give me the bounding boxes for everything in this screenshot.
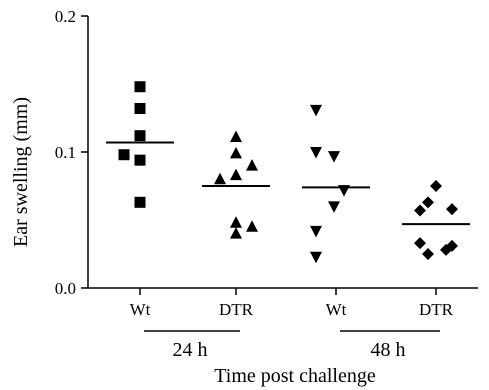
data-point-triangle-up: [230, 130, 242, 143]
data-point-triangle-up: [214, 172, 226, 185]
mean-lines: [106, 141, 470, 226]
data-point-square: [134, 154, 146, 166]
data-point-triangle-up: [246, 159, 258, 171]
data-point-square: [134, 130, 146, 142]
y-axis-label: Ear swelling (mm): [10, 97, 32, 247]
data-point-triangle-down: [310, 147, 322, 159]
data-point-square: [134, 81, 146, 93]
time-group-label: 24 h: [173, 339, 208, 361]
data-point-diamond: [414, 237, 426, 250]
data-point-triangle-down: [328, 151, 340, 163]
data-point-triangle-up: [230, 216, 242, 228]
data-point-triangle-down: [310, 104, 322, 117]
data-point-diamond: [422, 196, 434, 209]
x-tick-label: Wt: [326, 300, 347, 319]
data-point-square: [134, 102, 146, 114]
data-point-diamond: [430, 180, 442, 192]
y-tick-label: 0.1: [55, 143, 76, 162]
data-point-triangle-up: [230, 168, 242, 181]
x-axis-label: Time post challenge: [214, 365, 376, 387]
data-point-square: [134, 196, 146, 208]
data-point-triangle-down: [310, 251, 322, 264]
y-tick-label: 0.2: [55, 7, 76, 26]
y-ticks: 0.0 0.1 0.2: [55, 7, 88, 298]
x-tick-label: DTR: [219, 300, 254, 319]
x-tick-label: DTR: [419, 300, 454, 319]
data-point-triangle-up: [246, 220, 258, 232]
time-groups: 24 h 48 h: [144, 330, 440, 361]
time-group-label: 48 h: [371, 339, 406, 361]
data-point-square: [118, 149, 130, 161]
data-point-diamond: [446, 203, 458, 216]
data-point-triangle-down: [310, 225, 322, 238]
data-point-triangle-up: [230, 227, 242, 239]
data-point-triangle-up: [230, 146, 242, 159]
data-point-diamond: [414, 204, 426, 217]
data-point-triangle-down: [328, 201, 340, 213]
x-categories: Wt DTR Wt DTR: [130, 288, 454, 319]
y-tick-label: 0.0: [55, 279, 76, 298]
data-points: [118, 81, 458, 264]
x-tick-label: Wt: [130, 300, 151, 319]
data-point-diamond: [440, 243, 452, 256]
data-point-diamond: [422, 248, 434, 260]
